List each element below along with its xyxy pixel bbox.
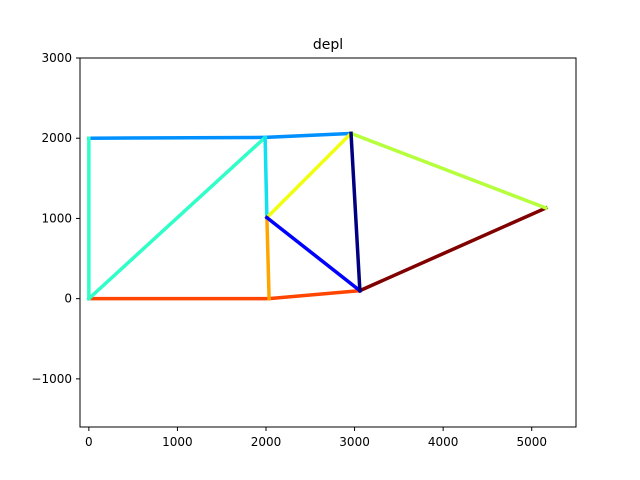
- segments-layer: [86, 130, 549, 302]
- chart-title: depl: [313, 37, 343, 53]
- y-tick-label: 1000: [41, 211, 72, 225]
- segment-12: [349, 131, 362, 293]
- segment-11: [264, 215, 363, 294]
- segment-3: [348, 131, 549, 211]
- x-tick-label: 1000: [162, 435, 193, 449]
- x-tick-label: 3000: [339, 435, 370, 449]
- y-tick-label: 0: [64, 292, 72, 306]
- segment-7: [86, 134, 268, 302]
- x-axis: 0 1000 2000 3000 4000 5000: [85, 427, 547, 449]
- y-axis: −1000 0 1000 2000 3000: [31, 51, 80, 386]
- segment-5: [87, 135, 267, 140]
- segment-4: [263, 131, 353, 140]
- segment-2: [357, 205, 549, 293]
- x-tick-label: 4000: [428, 435, 459, 449]
- x-tick-label: 0: [85, 435, 93, 449]
- x-tick-label: 5000: [516, 435, 547, 449]
- segment-9: [264, 130, 354, 221]
- y-tick-label: 3000: [41, 51, 72, 65]
- plot-frame: [79, 57, 577, 428]
- x-tick-label: 2000: [251, 435, 282, 449]
- segment-8: [263, 135, 269, 220]
- y-tick-label: −1000: [31, 372, 72, 386]
- segment-10: [265, 215, 271, 301]
- segment-1: [267, 288, 362, 301]
- y-tick-label: 2000: [41, 131, 72, 145]
